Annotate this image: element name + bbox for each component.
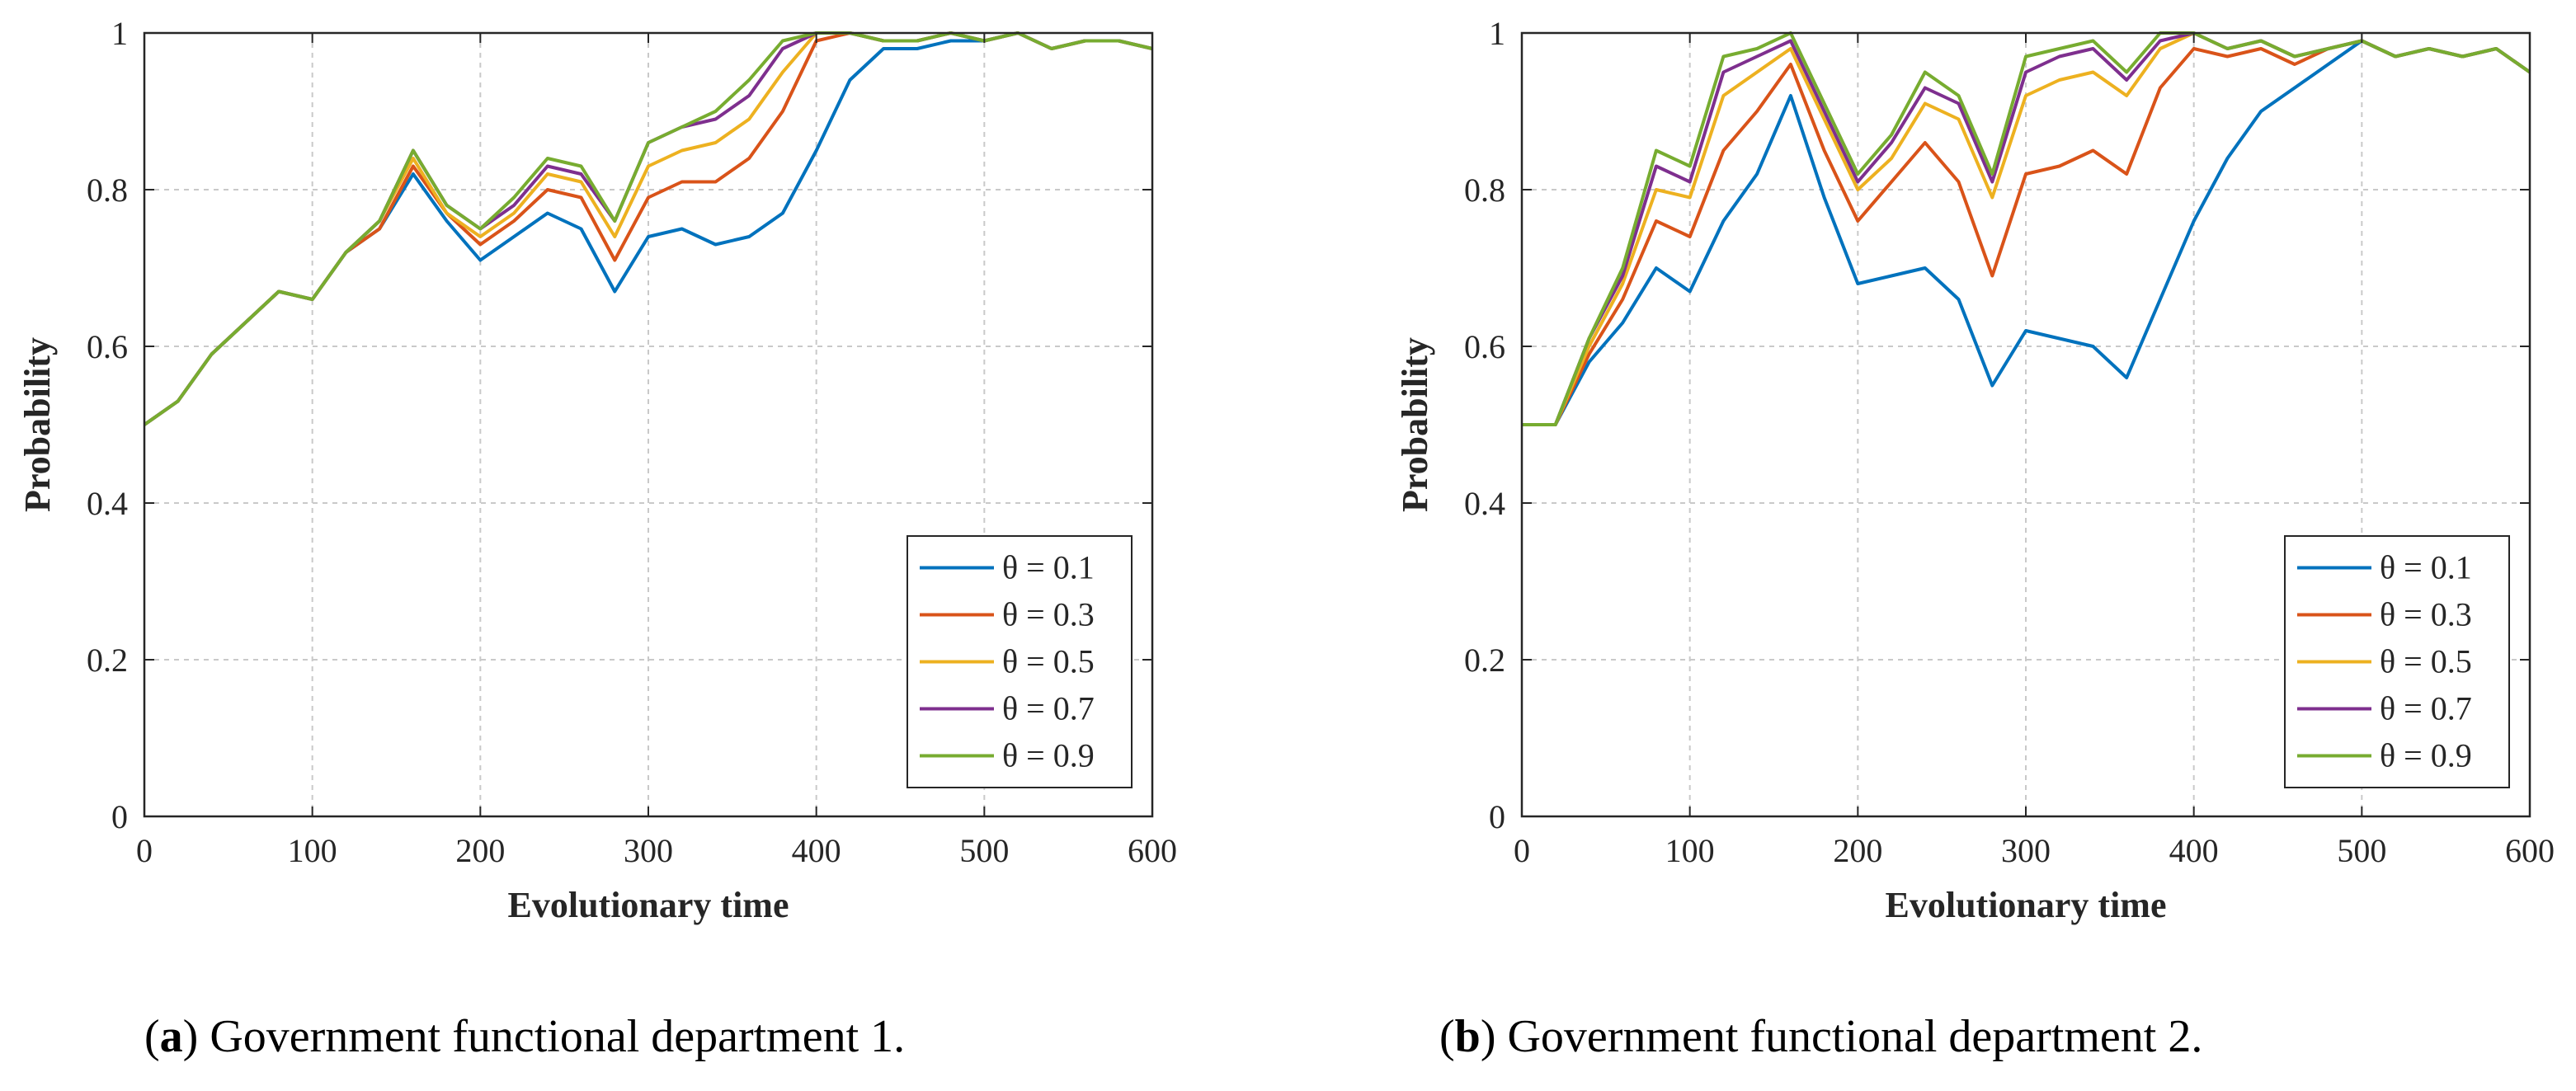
x-tick-label: 600 (1128, 832, 1177, 869)
x-tick-label: 100 (288, 832, 337, 869)
legend-label-3: θ = 0.5 (1002, 643, 1095, 680)
legend-label-2: θ = 0.3 (2380, 596, 2472, 633)
y-tick-label: 0.6 (87, 328, 128, 365)
y-tick-label: 0.4 (1464, 485, 1505, 522)
x-tick-label: 200 (455, 832, 505, 869)
caption-a-label: a (159, 1011, 183, 1062)
x-tick-label: 400 (792, 832, 841, 869)
legend-label-5: θ = 0.9 (1002, 737, 1095, 774)
legend-label-2: θ = 0.3 (1002, 596, 1095, 633)
x-tick-label: 500 (2337, 832, 2386, 869)
x-tick-label: 0 (1514, 832, 1530, 869)
chart-panel-b: 0 100 200 300 400 500 600 0 0.2 0.4 0.6 0.8 1 Evoluti… (1395, 15, 2555, 925)
y-tick-label: 0.2 (1464, 642, 1505, 679)
caption-b-label: b (1454, 1011, 1481, 1062)
y-tick-label: 0.8 (1464, 172, 1505, 209)
legend-label-3: θ = 0.5 (2380, 643, 2472, 680)
chart-panel-a: 0 100 200 300 400 500 600 0 0.2 0.4 0.6 0.8 1 Evoluti… (17, 15, 1177, 925)
x-axis-label: Evolutionary time (1886, 885, 2167, 925)
legend: θ = 0.1 θ = 0.3 θ = 0.5 θ = 0.7 θ = 0.9 (2284, 535, 2510, 788)
x-tick-label: 300 (2001, 832, 2051, 869)
y-tick-label: 0.2 (87, 642, 128, 679)
y-axis-label: Probability (1395, 337, 1435, 512)
x-tick-label: 100 (1665, 832, 1715, 869)
legend: θ = 0.1 θ = 0.3 θ = 0.5 θ = 0.7 θ = 0.9 (907, 535, 1133, 788)
legend-label-5: θ = 0.9 (2380, 737, 2472, 774)
caption-b-text: Government functional department 2. (1507, 1011, 2203, 1062)
x-axis-label: Evolutionary time (508, 885, 789, 925)
y-axis-label: Probability (17, 337, 58, 512)
y-tick-label: 0 (1489, 798, 1505, 835)
y-tick-label: 0.6 (1464, 328, 1505, 365)
x-tick-label: 300 (624, 832, 673, 869)
x-tick-label: 400 (2169, 832, 2219, 869)
caption-a-text: Government functional department 1. (210, 1011, 906, 1062)
y-tick-label: 1 (111, 15, 128, 52)
y-tick-label: 0.4 (87, 485, 128, 522)
legend-label-4: θ = 0.7 (2380, 690, 2472, 727)
caption-a: (a) Government functional department 1. (144, 1011, 906, 1062)
x-tick-label: 500 (959, 832, 1009, 869)
y-tick-label: 0.8 (87, 172, 128, 209)
gridlines (144, 33, 1152, 816)
caption-b: (b) Government functional department 2. (1439, 1011, 2203, 1062)
x-tick-label: 600 (2505, 832, 2555, 869)
legend-label-1: θ = 0.1 (1002, 549, 1095, 586)
x-tick-label: 0 (136, 832, 153, 869)
legend-label-1: θ = 0.1 (2380, 549, 2472, 586)
y-tick-label: 1 (1489, 15, 1505, 52)
legend-label-4: θ = 0.7 (1002, 690, 1095, 727)
x-tick-label: 200 (1833, 832, 1882, 869)
y-tick-label: 0 (111, 798, 128, 835)
